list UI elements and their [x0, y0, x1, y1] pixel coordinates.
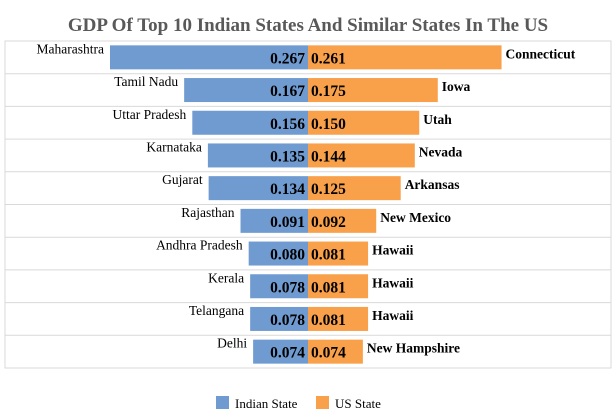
data-label-us: 0.175	[311, 83, 346, 100]
us-state-label: Hawaii	[372, 308, 414, 323]
us-state-label: Iowa	[442, 79, 471, 94]
category-label: Rajasthan	[181, 205, 234, 220]
legend-item-us: US State	[316, 396, 381, 411]
bar-us-state	[308, 241, 369, 266]
category-label: Telangana	[189, 303, 244, 318]
bar-us-state	[308, 339, 363, 364]
data-label-indian: 0.080	[270, 247, 305, 264]
data-label-indian: 0.167	[270, 83, 305, 100]
bar-us-state	[308, 78, 438, 103]
data-label-indian: 0.078	[270, 279, 305, 296]
us-state-label: Connecticut	[506, 46, 576, 61]
chart-title: GDP Of Top 10 Indian States And Similar …	[68, 15, 548, 36]
data-label-us: 0.125	[311, 181, 346, 198]
legend-label-indian: Indian State	[235, 396, 298, 411]
data-label-us: 0.081	[311, 312, 346, 329]
bar-indian-state	[250, 306, 308, 331]
bar-us-state	[308, 45, 502, 70]
legend: Indian State US State	[216, 396, 381, 411]
bar-us-state	[308, 208, 377, 233]
us-state-label: Nevada	[419, 144, 463, 159]
category-label: Karnataka	[146, 139, 201, 154]
bar-indian-state	[253, 339, 308, 364]
data-label-us: 0.150	[311, 116, 346, 133]
data-label-us: 0.261	[311, 50, 346, 67]
category-label: Delhi	[217, 336, 247, 351]
data-label-us: 0.081	[311, 247, 346, 264]
bar-indian-state	[248, 241, 308, 266]
category-label: Andhra Pradesh	[156, 238, 243, 253]
data-label-indian: 0.267	[270, 50, 305, 67]
bar-indian-state	[184, 78, 308, 103]
us-state-label: Hawaii	[372, 275, 414, 290]
data-label-indian: 0.074	[270, 345, 305, 362]
data-label-indian: 0.156	[270, 116, 305, 133]
data-label-indian: 0.091	[270, 214, 305, 231]
data-label-us: 0.144	[311, 148, 346, 165]
category-label: Uttar Pradesh	[112, 107, 186, 122]
bar-indian-state	[208, 176, 308, 201]
category-label: Gujarat	[162, 172, 203, 187]
us-state-label: New Hampshire	[367, 341, 460, 356]
legend-label-us: US State	[335, 396, 381, 411]
data-label-indian: 0.135	[270, 148, 305, 165]
us-state-label: Arkansas	[405, 177, 460, 192]
bar-indian-state	[192, 110, 308, 135]
us-state-label: Utah	[423, 112, 452, 127]
category-label: Maharashtra	[37, 41, 104, 56]
us-state-label: New Mexico	[380, 210, 451, 225]
bar-indian-state	[110, 45, 308, 70]
bar-us-state	[308, 143, 415, 168]
bar-indian-state	[240, 208, 308, 233]
category-label: Kerala	[208, 270, 244, 285]
bar-indian-state	[250, 274, 308, 299]
data-label-us: 0.074	[311, 345, 346, 362]
data-label-us: 0.081	[311, 279, 346, 296]
bar-us-state	[308, 110, 420, 135]
bar-indian-state	[207, 143, 308, 168]
category-label: Tamil Nadu	[114, 74, 178, 89]
data-label-us: 0.092	[311, 214, 346, 231]
plot-area: Maharashtra 0.267 0.261 Connecticut Tamil Na…	[4, 40, 612, 369]
legend-swatch-us	[316, 396, 329, 409]
bar-us-state	[308, 274, 369, 299]
data-label-indian: 0.134	[270, 181, 305, 198]
legend-swatch-indian	[216, 396, 229, 409]
legend-item-indian: Indian State	[216, 396, 298, 411]
data-label-indian: 0.078	[270, 312, 305, 329]
us-state-label: Hawaii	[372, 243, 414, 258]
bar-us-state	[308, 306, 369, 331]
bar-us-state	[308, 176, 401, 201]
